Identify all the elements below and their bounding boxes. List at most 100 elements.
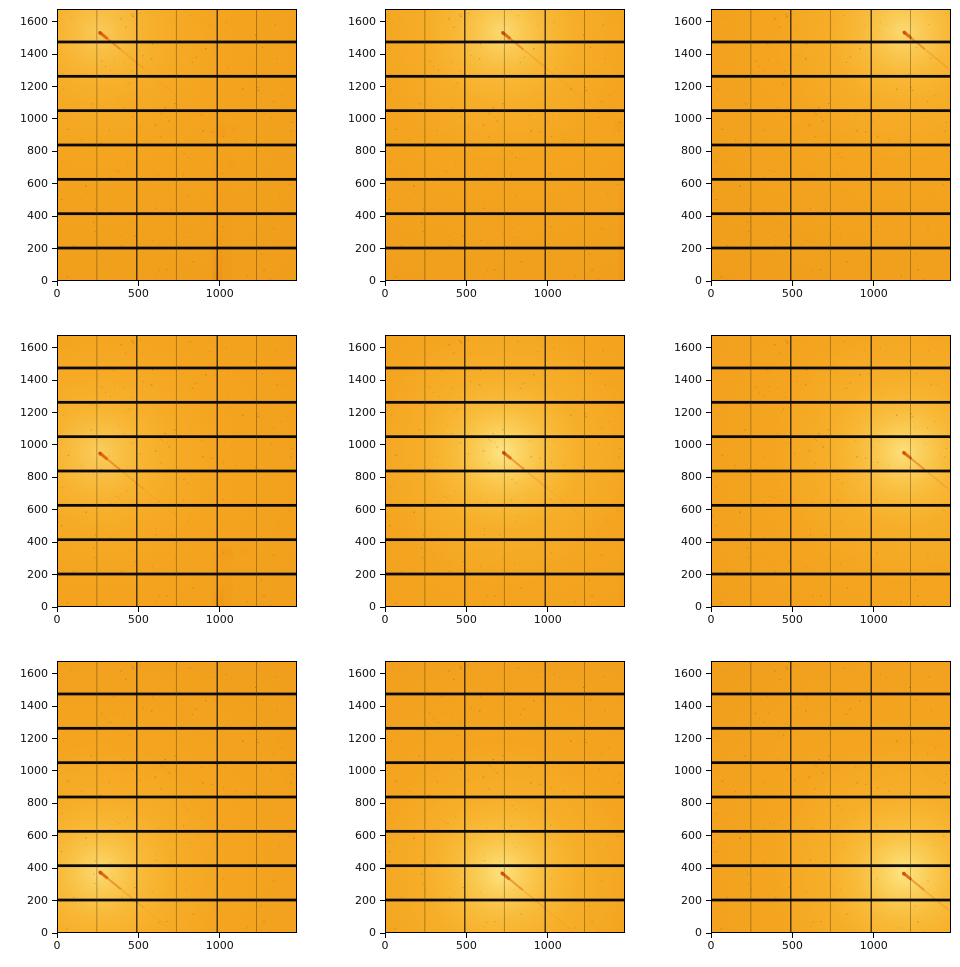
y-tick-label: 1600	[20, 666, 48, 680]
y-tick-label: 200	[355, 241, 376, 255]
y-tick-mark	[52, 541, 57, 543]
y-tick-label: 400	[27, 861, 48, 875]
y-tick-mark	[380, 347, 385, 349]
y-tick-label: 200	[681, 567, 702, 581]
detector-image-r0c2	[711, 9, 951, 281]
y-tick-mark	[380, 705, 385, 707]
y-tick-label: 800	[681, 144, 702, 158]
x-tick-mark	[791, 933, 793, 938]
y-tick-label: 0	[369, 600, 376, 613]
x-tick-label: 1000	[533, 939, 562, 952]
detector-image-r0c1	[385, 9, 625, 281]
y-tick-label: 600	[681, 502, 702, 516]
y-tick-label: 1200	[674, 79, 702, 93]
y-tick-label: 1200	[348, 79, 376, 93]
y-tick-label: 400	[355, 209, 376, 223]
y-tick-mark	[706, 738, 711, 740]
y-tick-label: 200	[355, 567, 376, 581]
y-tick-label: 0	[41, 600, 48, 613]
y-tick-mark	[706, 183, 711, 185]
y-tick-label: 1000	[348, 437, 376, 451]
y-tick-label: 600	[681, 176, 702, 190]
y-tick-mark	[380, 476, 385, 478]
y-tick-mark	[706, 86, 711, 88]
y-tick-mark	[706, 379, 711, 381]
detector-image-r2c0	[57, 661, 297, 933]
y-tick-mark	[380, 509, 385, 511]
x-tick-mark	[873, 607, 875, 612]
x-tick-label: 0	[53, 287, 61, 300]
y-tick-label: 600	[355, 176, 376, 190]
x-tick-label: 500	[455, 287, 477, 300]
y-tick-label: 1400	[674, 373, 702, 387]
y-tick-label: 1600	[348, 14, 376, 28]
x-tick-mark	[873, 281, 875, 286]
y-tick-mark	[380, 86, 385, 88]
detector-image-r1c2	[711, 335, 951, 607]
x-tick-label: 1000	[859, 287, 888, 300]
y-tick-label: 1000	[348, 763, 376, 777]
y-tick-label: 600	[681, 828, 702, 842]
y-tick-label: 1200	[20, 405, 48, 419]
y-tick-mark	[52, 802, 57, 804]
y-tick-mark	[52, 347, 57, 349]
y-tick-mark	[380, 379, 385, 381]
y-tick-label: 1400	[348, 699, 376, 713]
y-tick-mark	[52, 705, 57, 707]
y-tick-mark	[706, 705, 711, 707]
y-tick-mark	[380, 150, 385, 152]
x-tick-mark	[465, 933, 467, 938]
y-tick-mark	[706, 347, 711, 349]
x-tick-label: 1000	[859, 939, 888, 952]
y-tick-label: 1400	[348, 373, 376, 387]
x-tick-mark	[791, 607, 793, 612]
x-tick-mark	[384, 933, 386, 938]
y-tick-label: 1000	[20, 437, 48, 451]
y-tick-mark	[52, 215, 57, 217]
y-tick-label: 1200	[20, 731, 48, 745]
x-tick-label: 1000	[859, 613, 888, 626]
detector-image-r2c2	[711, 661, 951, 933]
y-tick-label: 1000	[674, 111, 702, 125]
y-tick-mark	[52, 606, 57, 608]
y-tick-mark	[52, 150, 57, 152]
y-tick-label: 200	[27, 567, 48, 581]
y-tick-mark	[706, 673, 711, 675]
y-tick-mark	[52, 183, 57, 185]
y-tick-label: 400	[27, 209, 48, 223]
y-tick-label: 1200	[674, 731, 702, 745]
x-tick-label: 500	[781, 287, 803, 300]
x-tick-label: 1000	[205, 287, 234, 300]
y-tick-label: 800	[681, 796, 702, 810]
y-tick-mark	[52, 867, 57, 869]
y-tick-label: 1000	[20, 111, 48, 125]
y-tick-mark	[380, 574, 385, 576]
y-tick-mark	[52, 444, 57, 446]
y-tick-label: 1200	[348, 405, 376, 419]
y-tick-mark	[706, 932, 711, 934]
x-tick-mark	[465, 607, 467, 612]
x-tick-mark	[56, 607, 58, 612]
y-tick-label: 400	[681, 535, 702, 549]
y-tick-mark	[380, 541, 385, 543]
x-tick-mark	[710, 933, 712, 938]
y-tick-label: 0	[41, 926, 48, 939]
y-tick-label: 600	[355, 502, 376, 516]
x-tick-mark	[137, 607, 139, 612]
y-tick-mark	[706, 412, 711, 414]
y-tick-mark	[380, 280, 385, 282]
y-tick-label: 1600	[348, 340, 376, 354]
y-tick-mark	[380, 248, 385, 250]
y-tick-label: 1600	[20, 14, 48, 28]
y-tick-label: 600	[27, 176, 48, 190]
y-tick-mark	[52, 509, 57, 511]
x-tick-mark	[384, 607, 386, 612]
y-tick-mark	[52, 21, 57, 23]
x-tick-label: 500	[455, 939, 477, 952]
y-tick-mark	[706, 835, 711, 837]
y-tick-mark	[380, 835, 385, 837]
y-tick-label: 0	[369, 274, 376, 287]
detector-image-r1c1	[385, 335, 625, 607]
x-tick-mark	[219, 281, 221, 286]
